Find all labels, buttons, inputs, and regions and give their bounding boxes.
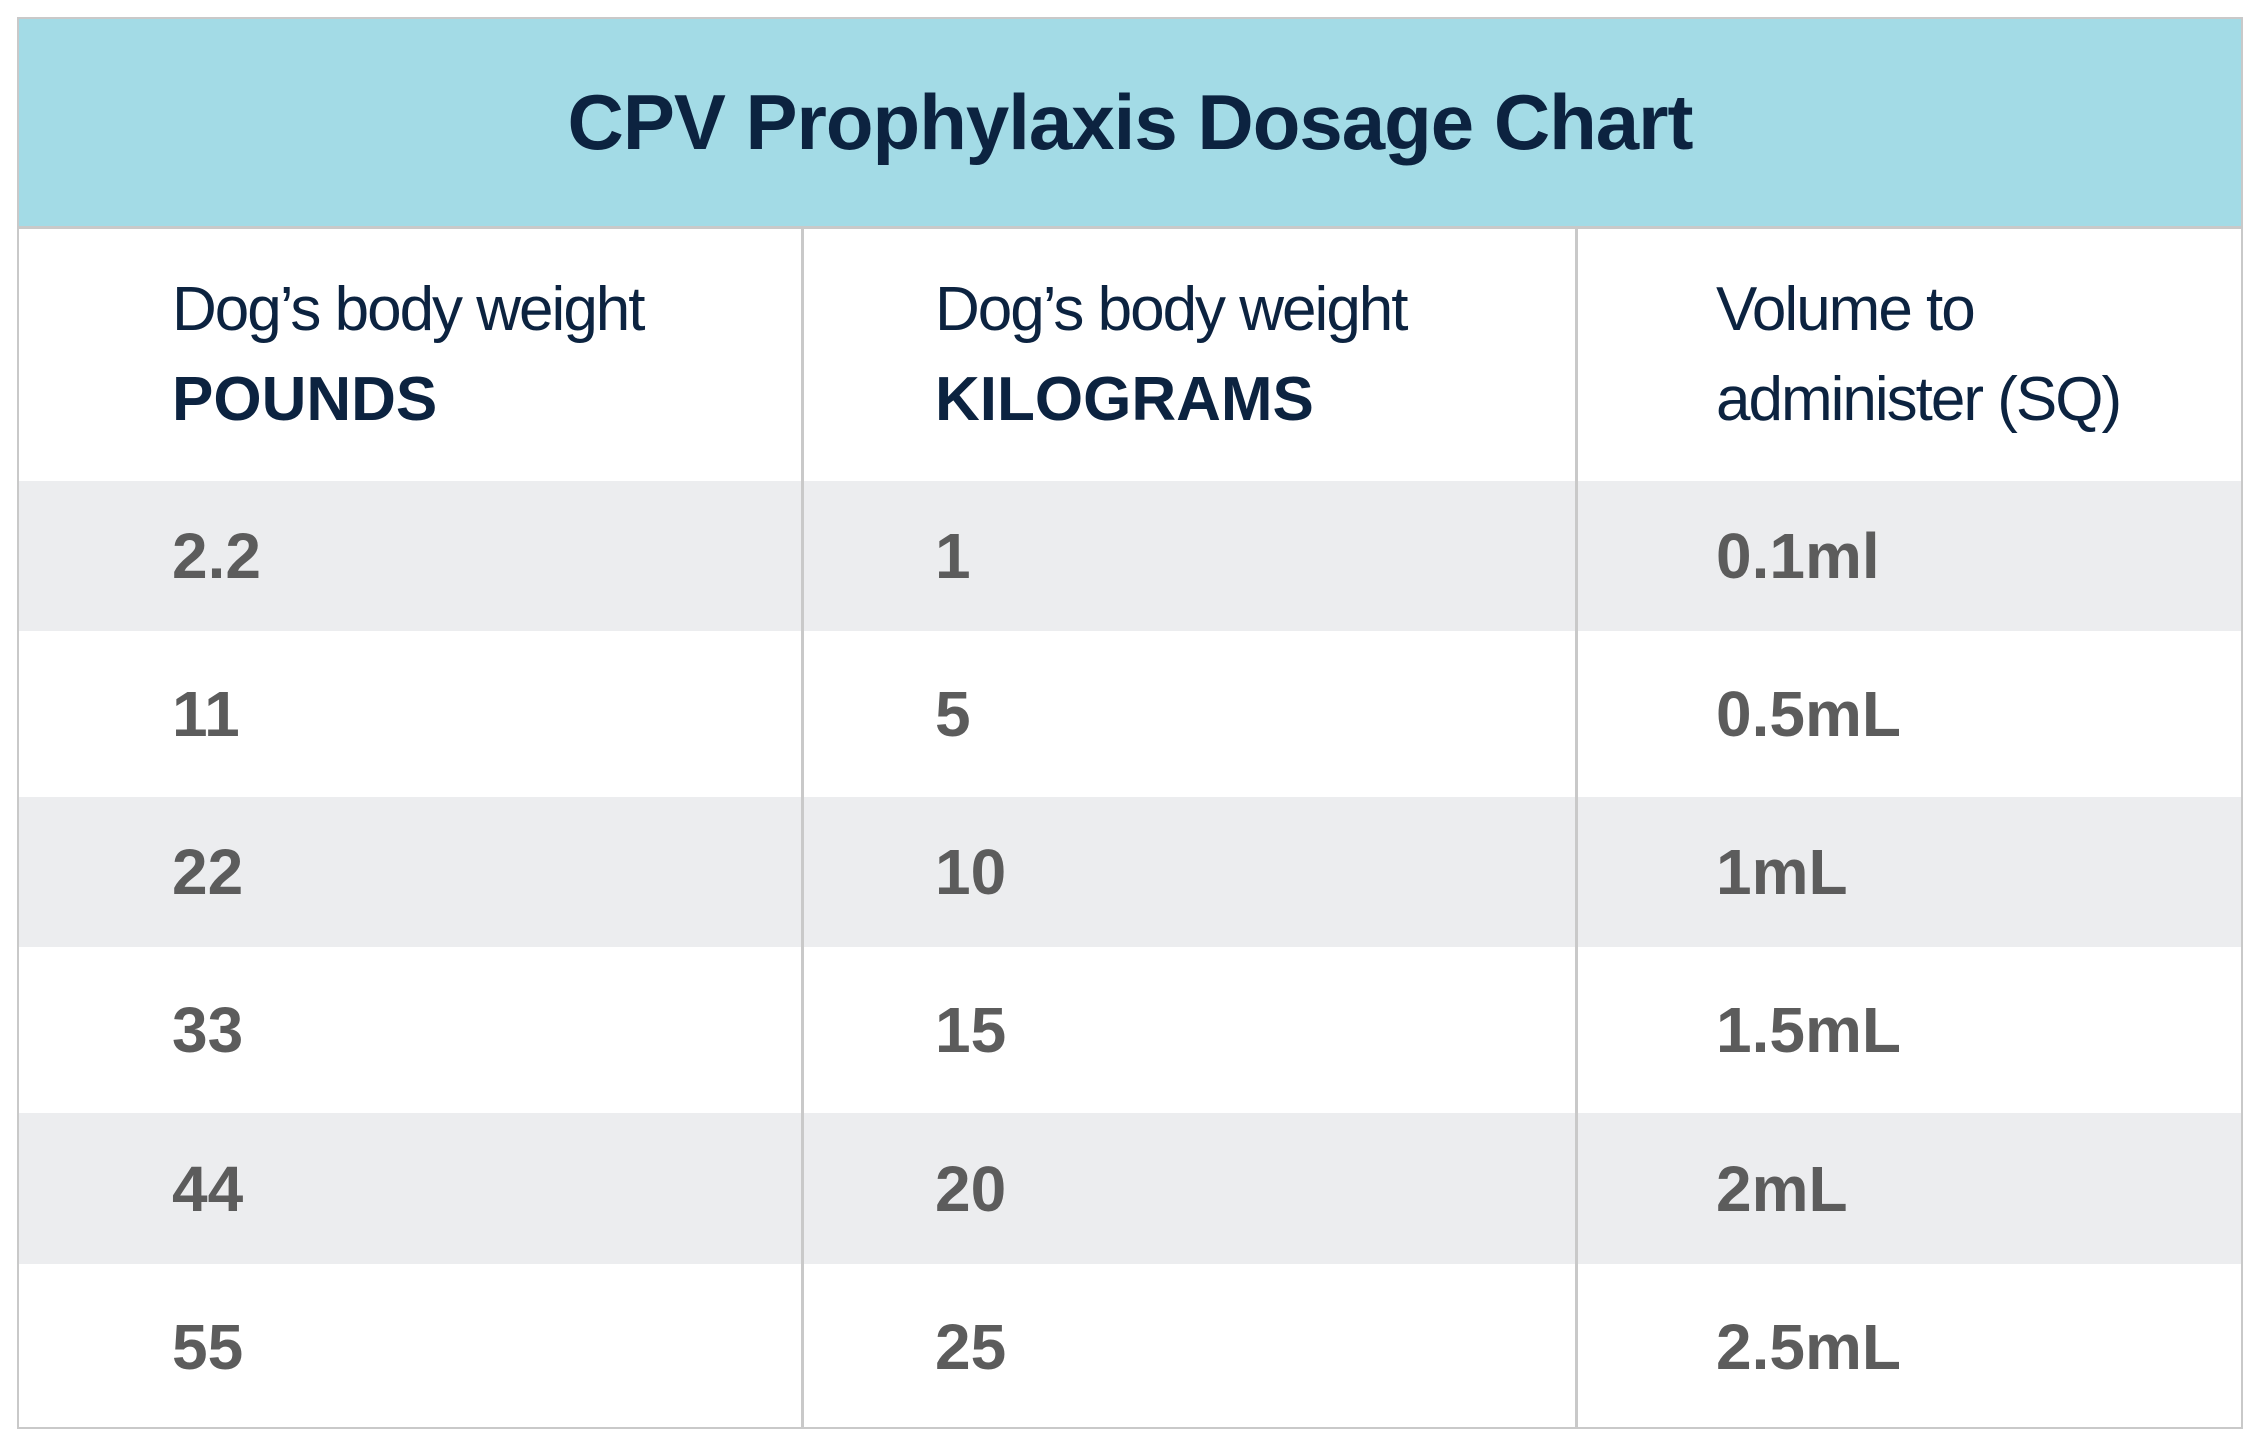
column-divider — [801, 226, 804, 1427]
title-band: CPV Prophylaxis Dosage Chart — [19, 19, 2241, 229]
table-row: 11 5 0.5mL — [19, 631, 2241, 797]
cell-value: 11 — [172, 678, 240, 750]
header-row: Dog’s body weight POUNDS Dog’s body weig… — [19, 229, 2241, 481]
volume-cell: 0.5mL — [1716, 631, 1901, 797]
cell-value: 2mL — [1716, 1152, 1848, 1225]
cell-value: 55 — [172, 1310, 244, 1383]
table-row: 44 20 2mL — [19, 1113, 2241, 1264]
volume-cell: 2.5mL — [1716, 1264, 1901, 1429]
kilograms-cell: 10 — [935, 797, 1006, 947]
pounds-cell: 22 — [172, 797, 243, 947]
pounds-cell: 2.2 — [172, 481, 261, 631]
cell-value: 2.2 — [172, 520, 261, 592]
table-row: 22 10 1mL — [19, 797, 2241, 947]
kilograms-cell: 20 — [935, 1113, 1006, 1264]
cell-value: 1mL — [1716, 836, 1848, 908]
cell-value: 0.1ml — [1716, 520, 1880, 592]
header-unit: KILOGRAMS — [935, 365, 1314, 434]
header-volume: Volume to administer (SQ) — [1716, 229, 2122, 481]
pounds-cell: 55 — [172, 1264, 243, 1429]
cell-value: 33 — [172, 994, 244, 1066]
header-label: administer (SQ) — [1716, 365, 2122, 434]
cell-value: 22 — [172, 836, 244, 908]
volume-cell: 0.1ml — [1716, 481, 1880, 631]
kilograms-cell: 15 — [935, 947, 1006, 1113]
header-unit: POUNDS — [172, 365, 438, 434]
cell-value: 44 — [172, 1152, 244, 1225]
volume-cell: 1.5mL — [1716, 947, 1901, 1113]
header-pounds: Dog’s body weight POUNDS — [172, 229, 646, 481]
column-divider — [1575, 226, 1578, 1427]
pounds-cell: 33 — [172, 947, 243, 1113]
pounds-cell: 11 — [172, 631, 240, 797]
cell-value: 1 — [935, 520, 971, 592]
table-title: CPV Prophylaxis Dosage Chart — [567, 78, 1693, 166]
cell-value: 10 — [935, 836, 1007, 908]
cell-value: 5 — [935, 678, 971, 750]
cell-value: 15 — [935, 994, 1007, 1066]
dosage-table: CPV Prophylaxis Dosage Chart Dog’s body … — [17, 17, 2243, 1429]
kilograms-cell: 25 — [935, 1264, 1006, 1429]
header-label: Volume to — [1716, 275, 1976, 344]
table-row: 2.2 1 0.1ml — [19, 481, 2241, 631]
kilograms-cell: 1 — [935, 481, 971, 631]
cell-value: 1.5mL — [1716, 994, 1901, 1066]
cell-value: 25 — [935, 1310, 1007, 1383]
table-row: 55 25 2.5mL — [19, 1264, 2241, 1429]
cell-value: 20 — [935, 1152, 1007, 1225]
volume-cell: 1mL — [1716, 797, 1848, 947]
kilograms-cell: 5 — [935, 631, 971, 797]
header-label: Dog’s body weight — [172, 275, 646, 344]
header-kilograms: Dog’s body weight KILOGRAMS — [935, 229, 1409, 481]
pounds-cell: 44 — [172, 1113, 243, 1264]
cell-value: 2.5mL — [1716, 1310, 1901, 1383]
header-label: Dog’s body weight — [935, 275, 1409, 344]
volume-cell: 2mL — [1716, 1113, 1848, 1264]
table-row: 33 15 1.5mL — [19, 947, 2241, 1113]
cell-value: 0.5mL — [1716, 678, 1901, 750]
